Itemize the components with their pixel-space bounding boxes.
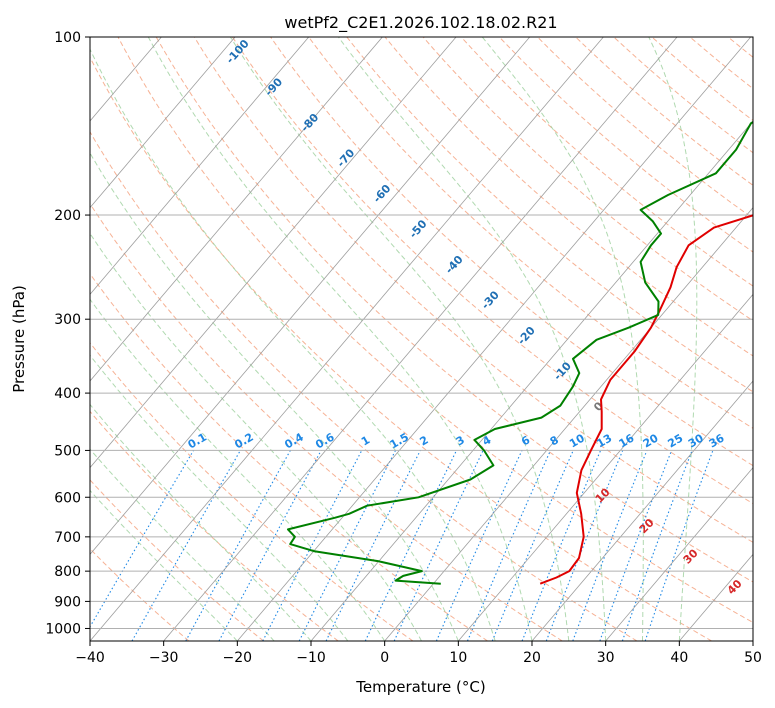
- dry-adiabat: [90, 410, 339, 641]
- dry-adiabat: [117, 37, 753, 624]
- isotherm-line: [531, 380, 753, 641]
- mixing-ratio-line: [325, 450, 421, 641]
- dry-adiabat: [155, 37, 753, 583]
- dry-adiabat: [90, 479, 264, 641]
- dry-adiabat: [90, 273, 488, 641]
- isotherm-line: [90, 37, 310, 295]
- isotherm-line: [310, 120, 753, 641]
- isotherm-line: [163, 37, 678, 641]
- dry-adiabat: [90, 202, 563, 641]
- temperature-line: [539, 214, 753, 585]
- dry-adiabat: [460, 37, 753, 287]
- plot-background: [90, 37, 753, 641]
- profile-lines: [287, 120, 753, 585]
- y-tick-label: 1000: [45, 621, 81, 637]
- mixing-ratio-line: [572, 450, 648, 641]
- dewpoint-line: [287, 120, 753, 585]
- y-tick-label: 800: [54, 564, 81, 580]
- moist-adiabat: [90, 152, 459, 641]
- dry-adiabat: [90, 130, 638, 641]
- isotherm-line: [458, 293, 753, 641]
- axes: −40 −30 −20 −10 0 10 20 30 40 50 100 200 300 400 500 60…: [45, 30, 762, 666]
- y-tick-label: 700: [54, 530, 81, 546]
- background-lines: [90, 37, 775, 641]
- moist-adiabat: [229, 37, 570, 641]
- dry-adiabat: [193, 37, 753, 543]
- isotherm-line: [90, 37, 531, 555]
- mixing-ratio-line: [466, 450, 552, 641]
- moist-adiabat: [337, 37, 607, 641]
- moist-adiabat: [648, 37, 698, 641]
- x-tick-label: −10: [296, 650, 326, 666]
- y-tick-label: 200: [54, 208, 81, 224]
- x-tick-label: −20: [223, 650, 253, 666]
- x-tick-label: 50: [744, 650, 762, 666]
- moist-adiabat: [147, 37, 533, 641]
- isotherm-line: [90, 37, 604, 641]
- moist-adiabat: [481, 37, 644, 641]
- moist-adiabat: [90, 489, 238, 641]
- moist-adiabat: [90, 448, 275, 641]
- isotherm-line: [90, 37, 383, 382]
- y-axis-title: Pressure (hPa): [10, 285, 28, 393]
- y-tick-label: 400: [54, 386, 81, 402]
- x-tick-label: 0: [380, 650, 389, 666]
- mixing-ratio-line: [545, 450, 624, 641]
- x-tick-label: 10: [449, 650, 467, 666]
- x-axis-title: Temperature (°C): [355, 678, 485, 696]
- chart-title: wetPf2_C2E1.2026.102.18.02.R21: [284, 13, 557, 33]
- moist-adiabat: [90, 49, 496, 641]
- x-tick-label: −30: [149, 650, 179, 666]
- dry-adiabat: [766, 37, 775, 641]
- mixing-ratio-line: [644, 450, 714, 641]
- mixing-ratio-line: [218, 450, 322, 641]
- isotherm-line: [90, 37, 236, 209]
- dry-adiabat: [308, 37, 753, 429]
- mixing-ratio-line: [435, 450, 523, 641]
- isotherm-line: [384, 207, 753, 641]
- mixing-ratio-line: [298, 450, 396, 641]
- mixing-ratio-line: [621, 450, 693, 641]
- y-tick-label: 300: [54, 312, 81, 328]
- dry-adiabat: [346, 37, 753, 393]
- x-tick-label: 20: [523, 650, 541, 666]
- y-tick-label: 600: [54, 490, 81, 506]
- dry-adiabat: [422, 37, 753, 322]
- plot-frame: [89, 36, 754, 642]
- y-tick-label: 500: [54, 443, 81, 459]
- dry-adiabat: [231, 37, 753, 505]
- mixing-ratio-line: [185, 450, 291, 641]
- x-tick-label: 30: [597, 650, 615, 666]
- isotherm-line: [237, 37, 752, 641]
- isotherm-line: [90, 37, 457, 469]
- moist-adiabat: [90, 354, 349, 641]
- isotherm-line: [605, 467, 753, 641]
- x-tick-label: −40: [75, 650, 105, 666]
- moist-adiabat: [90, 403, 312, 641]
- y-tick-label: 900: [54, 594, 81, 610]
- mixing-ratio-line: [599, 450, 673, 641]
- y-tick-label: 100: [54, 30, 81, 46]
- mixing-ratio-line: [521, 450, 602, 641]
- isotherm-line: [752, 640, 753, 641]
- moist-adiabat: [90, 232, 422, 641]
- x-tick-label: 40: [670, 650, 688, 666]
